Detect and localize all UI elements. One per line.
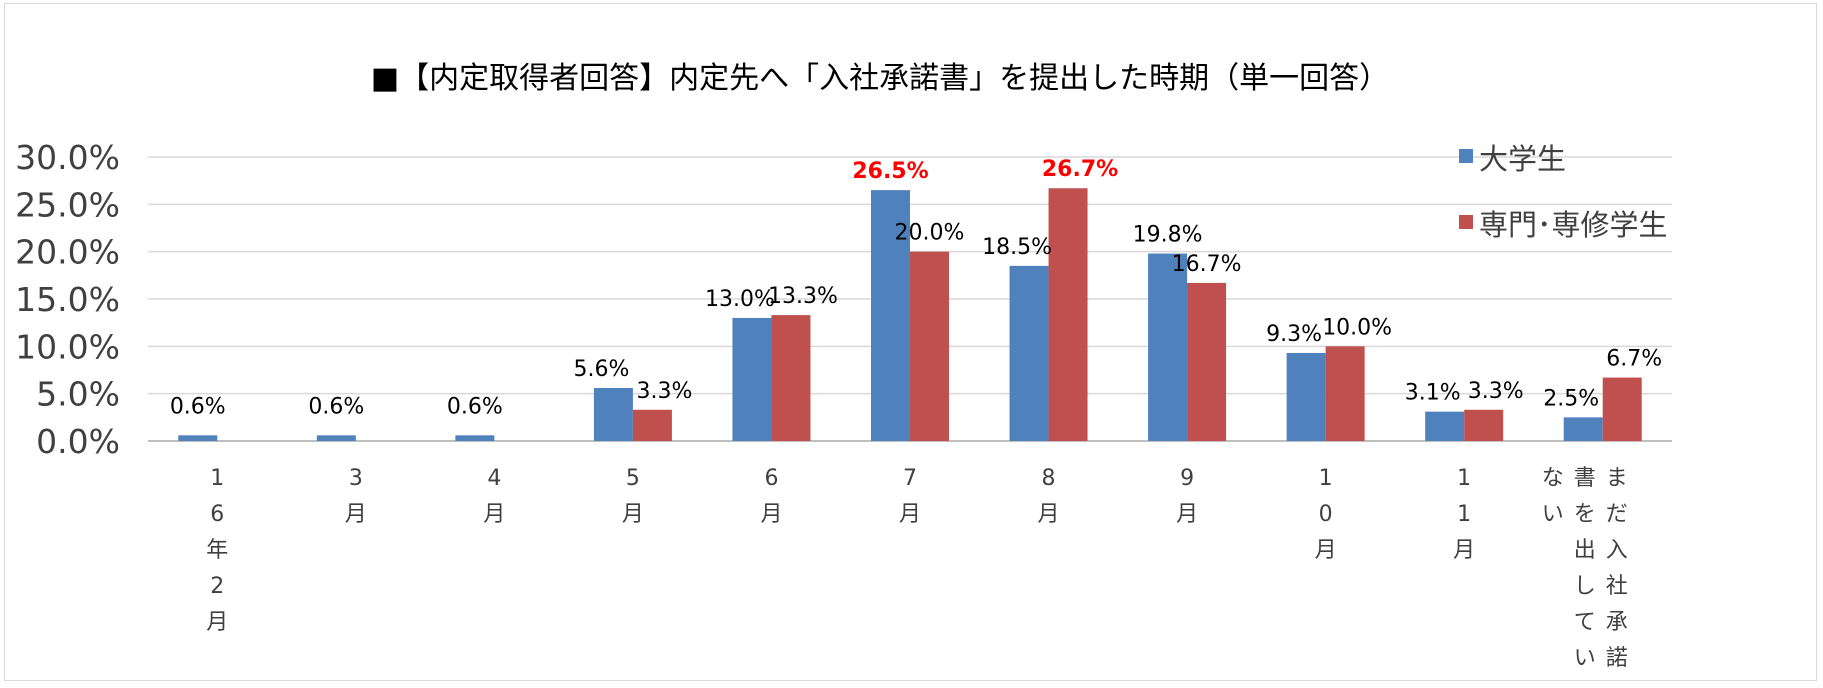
x-tick-label: 社: [1606, 574, 1628, 599]
x-tick-label: 月: [1038, 502, 1060, 527]
x-tick-label: 月: [1176, 502, 1198, 527]
bar-vocational: [771, 315, 811, 441]
x-tick-label: 月: [1453, 538, 1475, 563]
data-label: 13.3%: [768, 284, 838, 309]
data-label: 26.5%: [852, 159, 928, 184]
bar-university: [1286, 352, 1326, 441]
y-tick-label: 30.0%: [15, 138, 120, 177]
x-tick-label: い: [1542, 502, 1564, 527]
bar-university: [1563, 417, 1603, 441]
legend-label: 専門･専修学生: [1479, 208, 1668, 242]
x-tick-label: 6: [764, 466, 778, 491]
x-tick-label: 0: [1319, 502, 1333, 527]
data-label: 19.8%: [1133, 223, 1203, 248]
x-tick-label: し: [1574, 574, 1596, 599]
x-tick-label: て: [1574, 610, 1596, 635]
x-tick-label: 3: [349, 466, 363, 491]
x-tick-label: 書: [1574, 466, 1596, 491]
x-tick-label: 9: [1180, 466, 1194, 491]
bars: [178, 188, 1642, 441]
x-tick-label: 1: [1457, 502, 1471, 527]
x-tick-label: 1: [1319, 466, 1333, 491]
legend-swatch: [1459, 149, 1473, 163]
data-label: 26.7%: [1042, 157, 1118, 182]
data-label: 2.5%: [1543, 386, 1599, 411]
data-label: 16.7%: [1172, 252, 1242, 277]
x-tick-label: 入: [1606, 538, 1628, 563]
data-label: 3.3%: [1468, 379, 1524, 404]
data-label: 9.3%: [1266, 322, 1322, 347]
x-tick-label: を: [1574, 502, 1596, 527]
data-label: 6.7%: [1606, 347, 1662, 372]
chart-title: ■【内定取得者回答】内定先へ「入社承諾書」を提出した時期（単一回答）: [371, 61, 1389, 96]
y-tick-label: 25.0%: [15, 185, 120, 224]
x-tick-label: 出: [1574, 538, 1596, 563]
data-label: 10.0%: [1322, 315, 1392, 340]
x-tick-label: 月: [206, 610, 228, 635]
x-tick-label: 承: [1606, 610, 1628, 635]
bar-vocational: [1187, 282, 1227, 441]
y-tick-label: 0.0%: [36, 422, 120, 461]
x-tick-label: 諾: [1606, 646, 1628, 671]
y-tick-label: 15.0%: [15, 280, 120, 319]
data-label: 5.6%: [573, 357, 629, 382]
y-axis-ticks: 0.0% 5.0% 10.0% 15.0% 20.0% 25.0% 30.0%: [15, 138, 120, 461]
bar-university: [316, 435, 356, 441]
x-tick-label: 2: [210, 574, 224, 599]
y-tick-label: 20.0%: [15, 233, 120, 272]
bar-university: [1009, 265, 1049, 441]
bar-university: [1425, 411, 1465, 441]
x-tick-label: 7: [903, 466, 917, 491]
x-tick-label: 月: [899, 502, 921, 527]
data-label: 3.1%: [1405, 381, 1461, 406]
bar-university: [455, 435, 495, 441]
x-tick-label: 1: [210, 466, 224, 491]
x-tick-label: 8: [1042, 466, 1056, 491]
data-labels: 0.6% 0.6% 0.6% 5.6% 3.3% 13.0%13.3% 26.5% 20.0%…: [170, 157, 1662, 419]
x-tick-label: 月: [760, 502, 782, 527]
y-tick-label: 10.0%: [15, 327, 120, 366]
x-tick-label: ま: [1606, 466, 1628, 491]
bar-vocational: [1048, 188, 1088, 441]
data-label: 13.0%: [705, 287, 775, 312]
bar-vocational: [1464, 409, 1504, 441]
bar-vocational: [632, 409, 672, 441]
legend-swatch: [1459, 215, 1473, 229]
x-tick-label: い: [1574, 646, 1596, 671]
x-tick-label: 月: [483, 502, 505, 527]
x-tick-label: 5: [626, 466, 640, 491]
x-tick-label: 月: [1315, 538, 1337, 563]
bar-university: [732, 317, 772, 441]
bar-university: [1148, 253, 1188, 441]
data-label: 0.6%: [170, 394, 226, 419]
x-tick-label: な: [1542, 466, 1564, 491]
bar-university: [178, 435, 218, 441]
x-tick-label: 年: [206, 538, 228, 563]
x-tick-label: 4: [487, 466, 501, 491]
data-label: 18.5%: [982, 235, 1052, 260]
data-label: 20.0%: [895, 221, 965, 246]
x-tick-label: だ: [1606, 502, 1628, 527]
x-tick-label: 月: [345, 502, 367, 527]
x-tick-label: 1: [1457, 466, 1471, 491]
bar-vocational: [910, 251, 949, 441]
y-tick-label: 5.0%: [36, 375, 120, 414]
data-label: 0.6%: [308, 394, 364, 419]
data-label: 3.3%: [636, 379, 692, 404]
bar-university: [593, 387, 633, 441]
x-tick-label: 6: [210, 502, 224, 527]
bar-university: [871, 190, 910, 441]
x-tick-label: 月: [622, 502, 644, 527]
bar-vocational: [1325, 346, 1365, 441]
legend-label: 大学生: [1479, 142, 1566, 176]
bar-vocational: [1602, 377, 1642, 441]
data-label: 0.6%: [447, 394, 503, 419]
